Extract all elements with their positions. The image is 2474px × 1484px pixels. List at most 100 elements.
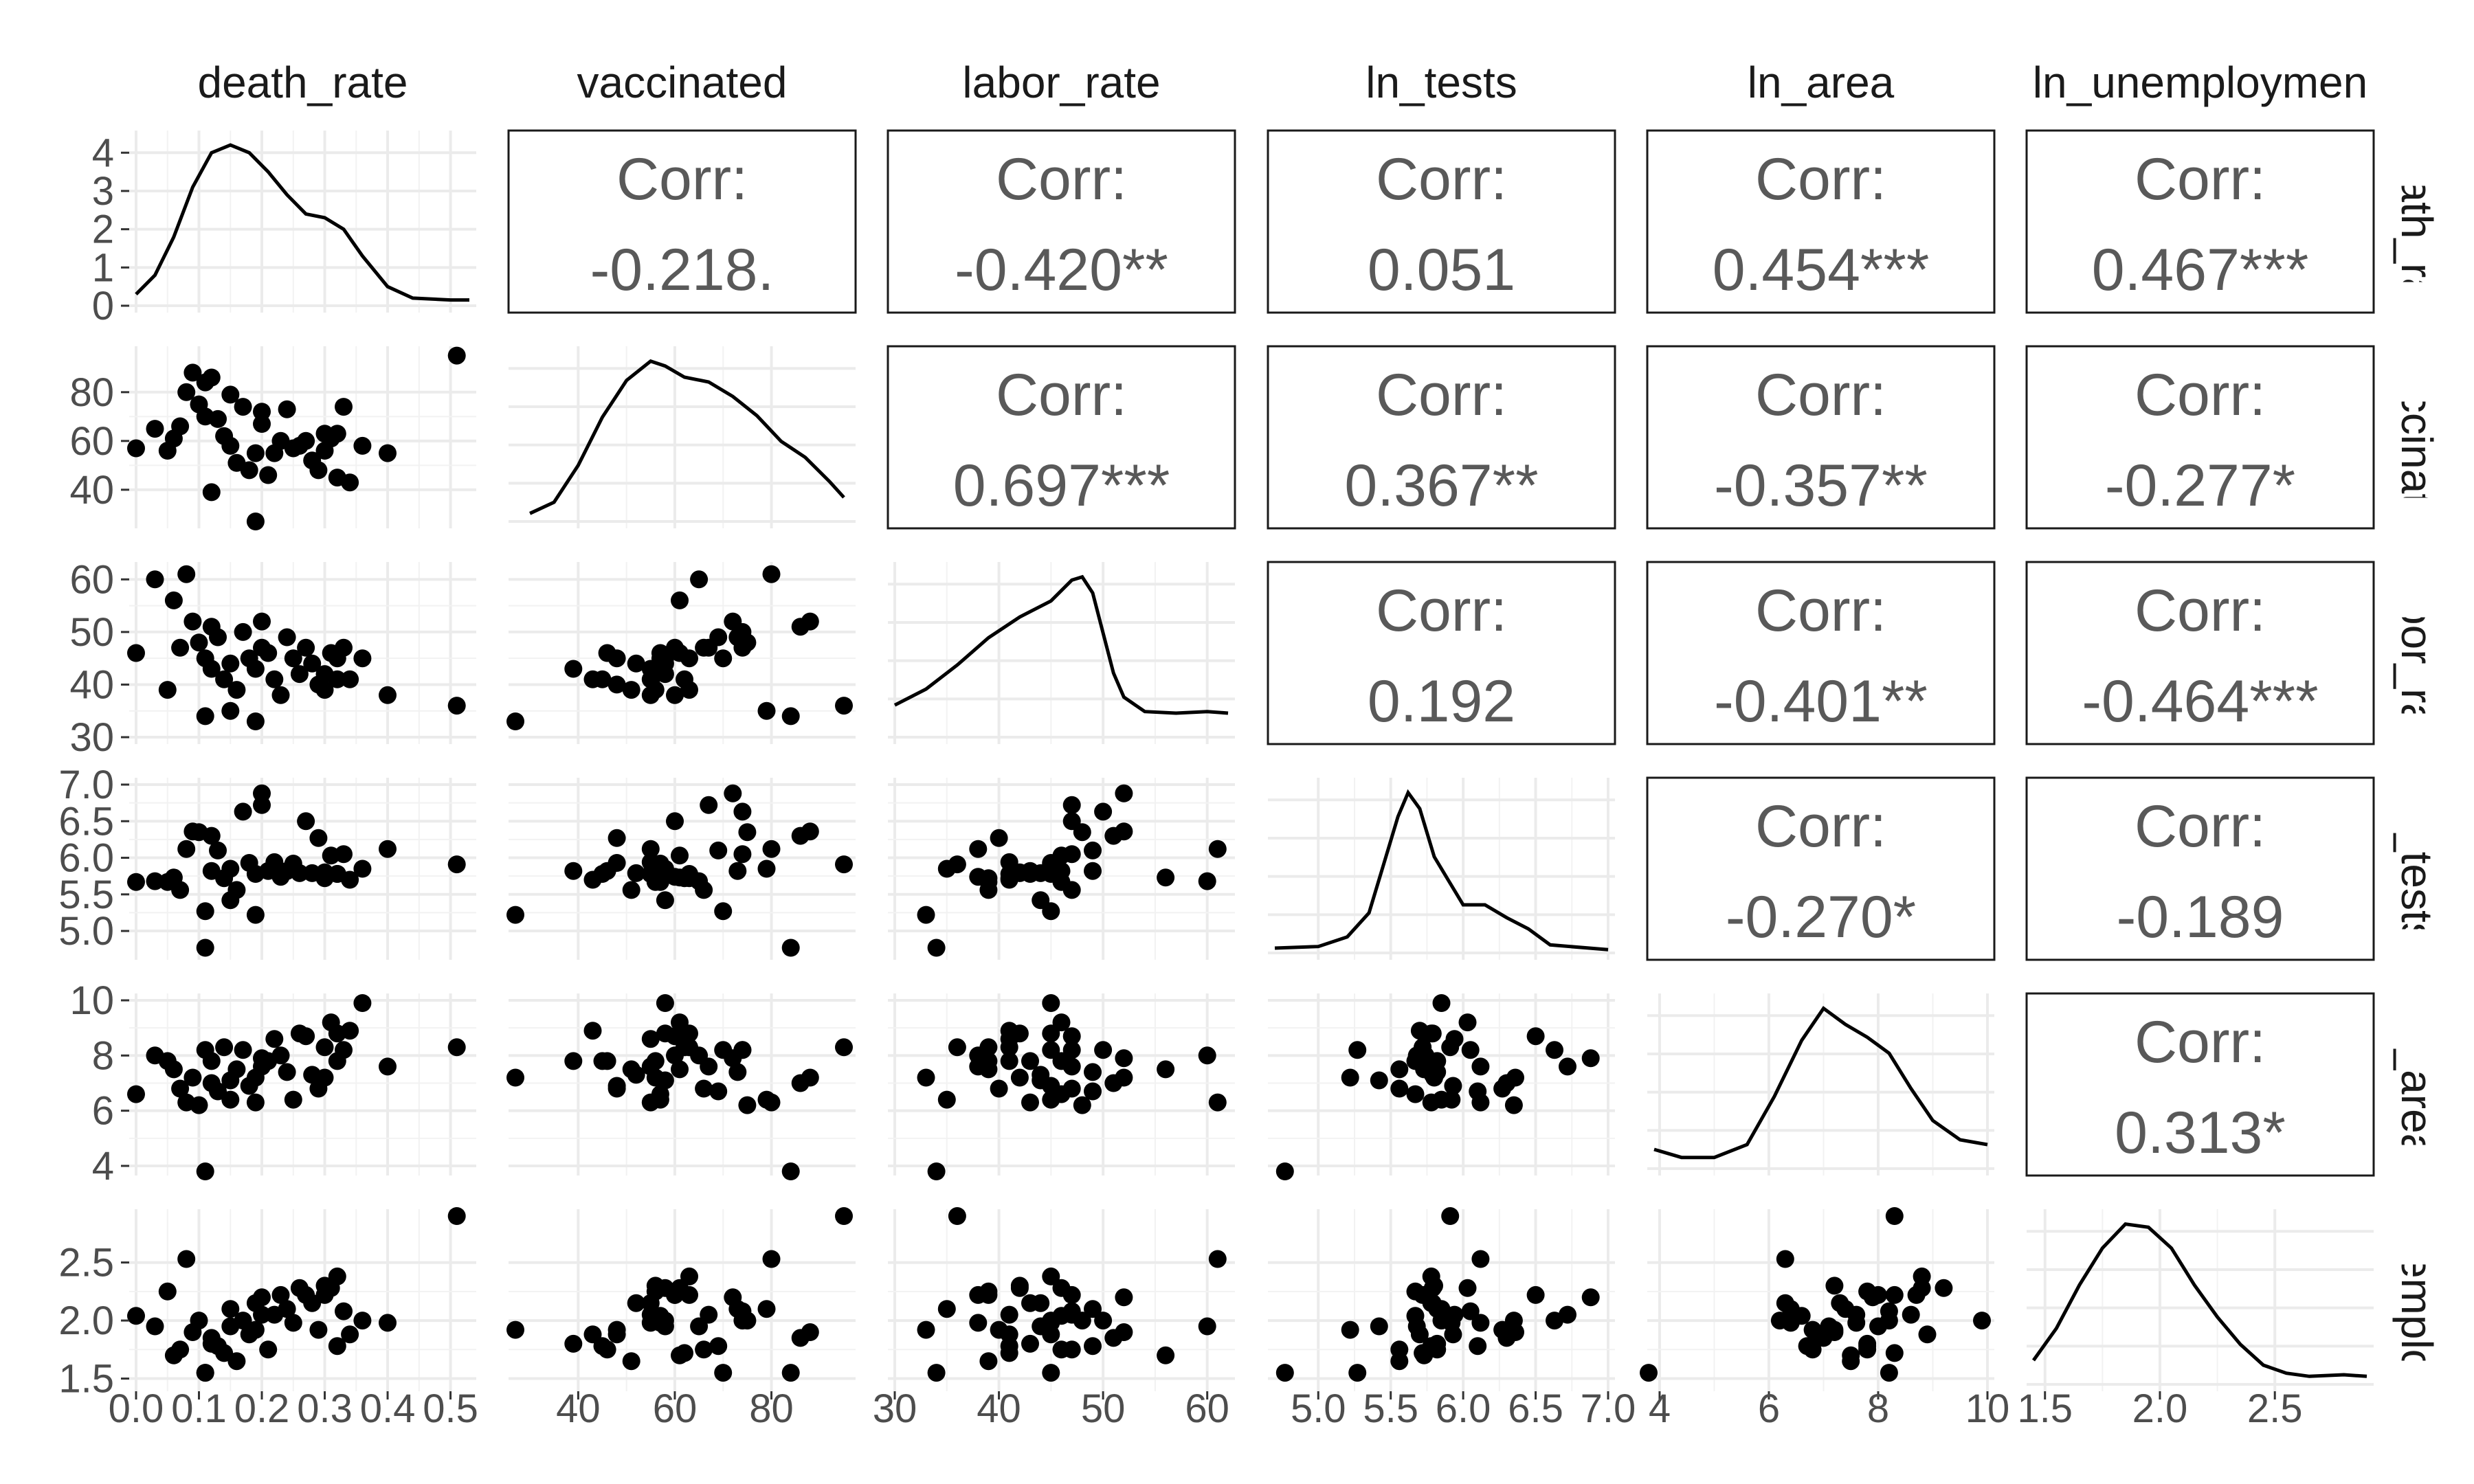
- scatter-point: [656, 1312, 674, 1330]
- scatter-point: [1198, 1317, 1216, 1336]
- correlation-box: [1267, 561, 1616, 745]
- scatter-point: [1581, 1049, 1600, 1068]
- scatter-point: [700, 638, 718, 657]
- scatter-point: [1042, 1312, 1060, 1330]
- scatter-point: [1208, 1250, 1227, 1268]
- scatter-point: [341, 670, 359, 688]
- scatter-point: [1341, 1068, 1359, 1087]
- scatter-point: [1157, 1346, 1175, 1364]
- panel-ln-unemployment-vs-labor-rate: [888, 1207, 1235, 1391]
- x-tick-label-labor-rate: 50: [1081, 1386, 1126, 1431]
- panel-ln-unemployment-vs-ln-tests: [1268, 1207, 1615, 1391]
- scatter-point: [379, 840, 397, 858]
- scatter-point: [757, 701, 776, 720]
- correlation-value: 0.697***: [953, 453, 1170, 519]
- correlation-box: [2025, 992, 2375, 1177]
- y-tick-label-ln-unemployment: 2.5: [58, 1241, 114, 1285]
- correlation-label: Corr:: [1755, 578, 1886, 644]
- x-tick-label-death-rate: 0.4: [360, 1386, 416, 1431]
- scatter-point: [215, 670, 234, 688]
- scatter-point: [608, 1320, 626, 1339]
- scatter-point: [127, 644, 145, 662]
- scatter-point: [1831, 1294, 1849, 1312]
- scatter-point: [196, 1364, 214, 1382]
- scatter-point: [259, 1340, 278, 1359]
- correlation-label: Corr:: [1755, 146, 1886, 212]
- scatter-point: [1370, 1071, 1388, 1090]
- scatter-point: [209, 628, 227, 647]
- correlation-label: Corr:: [1755, 794, 1886, 859]
- scatter-point: [1885, 1344, 1904, 1362]
- scatter-point: [1842, 1352, 1860, 1371]
- scatter-point: [1021, 1093, 1039, 1112]
- scatter-point: [1414, 1285, 1432, 1304]
- axis-ticks: 0.0 0.1 0.2 0.3 0.4 0.5 40 60 80 30 40 50 60 5.0 5.5 6.…: [58, 131, 2302, 1431]
- correlation-value: 0.467***: [2092, 237, 2309, 303]
- scatter-point: [171, 1340, 190, 1359]
- scatter-point: [253, 612, 271, 631]
- panel-vaccinated-vs-ln-tests: Corr: 0.367**: [1267, 345, 1616, 530]
- y-tick-label-ln-area: 8: [92, 1033, 114, 1078]
- correlation-value: 0.454***: [1713, 237, 1930, 303]
- scatter-point: [1880, 1364, 1898, 1382]
- scatter-point: [506, 712, 524, 730]
- correlation-box: [2025, 345, 2375, 530]
- scatter-point: [1425, 1068, 1443, 1087]
- scatter-point: [646, 665, 665, 684]
- correlation-label: Corr:: [996, 362, 1127, 428]
- scatter-point: [1084, 1337, 1102, 1356]
- scatter-point: [127, 1307, 145, 1325]
- scatter-point: [506, 1068, 524, 1087]
- x-tick-label-ln-area: 6: [1758, 1386, 1780, 1431]
- panel-vaccinated-vs-ln-unemployment: Corr: -0.277*: [2025, 345, 2375, 530]
- y-tick-label-density: 4: [92, 131, 114, 175]
- panel-vaccinated-vs-labor-rate: Corr: 0.697***: [887, 345, 1236, 530]
- scatter-point: [209, 1082, 227, 1101]
- y-tick-label-vaccinated: 60: [69, 419, 114, 464]
- scatter-point: [190, 1312, 208, 1330]
- scatter-point: [127, 1085, 145, 1103]
- scatter-point: [234, 1041, 252, 1059]
- scatter-point: [835, 855, 853, 874]
- scatter-point: [447, 1038, 466, 1057]
- scatter-point: [284, 1314, 302, 1332]
- scatter-point: [641, 1314, 660, 1332]
- correlation-value: -0.357**: [1714, 453, 1928, 519]
- scatter-point: [781, 707, 800, 726]
- scatter-point: [171, 1079, 190, 1098]
- scatter-point: [700, 1305, 718, 1324]
- scatter-point: [593, 1052, 612, 1070]
- scatter-point: [1869, 1285, 1887, 1304]
- scatter-point: [762, 840, 781, 858]
- panel-death-rate-vs-labor-rate: Corr: -0.420**: [887, 129, 1236, 314]
- y-tick-label-density: 2: [92, 207, 114, 252]
- column-label-ln-unemployment: ln_unemploymen: [2033, 58, 2367, 107]
- scatter-point: [202, 368, 221, 387]
- scatter-point: [253, 415, 271, 433]
- scatter-point: [1104, 1329, 1123, 1347]
- scatter-point: [1581, 1288, 1600, 1307]
- correlation-value: 0.313*: [2115, 1100, 2286, 1166]
- x-tick-label-death-rate: 0.2: [234, 1386, 290, 1431]
- x-tick-label-death-rate: 0.0: [109, 1386, 164, 1431]
- scatter-point: [680, 1024, 698, 1043]
- scatter-point: [680, 1267, 698, 1285]
- scatter-point: [284, 1090, 302, 1109]
- panel-labor-rate-vs-ln-unemployment: Corr: -0.464***: [2025, 561, 2375, 745]
- scatter-point: [315, 1068, 334, 1087]
- density-curve-vaccinated: [529, 359, 845, 515]
- scatter-point: [709, 1082, 728, 1101]
- scatter-point: [1104, 827, 1123, 845]
- scatter-point: [215, 1038, 234, 1057]
- scatter-point: [714, 902, 733, 921]
- scatter-point: [202, 483, 221, 502]
- scatter-point: [335, 1302, 353, 1320]
- scatter-point: [1062, 1027, 1081, 1046]
- scatter-point: [190, 1096, 208, 1114]
- y-tick-label-density: 1: [92, 245, 114, 290]
- scatter-point: [680, 865, 698, 883]
- scatter-point: [265, 1030, 284, 1048]
- scatter-point: [733, 802, 752, 821]
- panel-ln-area-vs-vaccinated: [506, 993, 856, 1180]
- scatter-point: [202, 827, 221, 845]
